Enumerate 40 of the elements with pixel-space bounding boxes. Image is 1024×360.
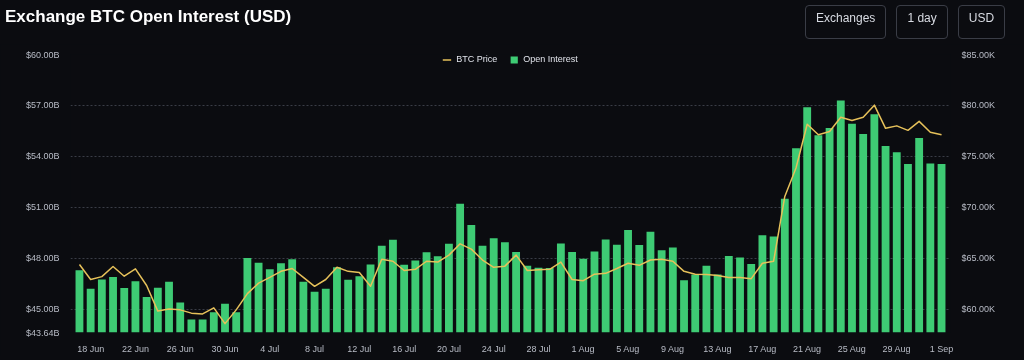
y-tick-label: $51.00B <box>25 202 60 213</box>
x-tick-label: 26 Jun <box>166 343 194 354</box>
x-tick-label: 12 Jul <box>347 343 372 354</box>
x-tick-label: 1 Sep <box>929 343 954 354</box>
x-tick-label: 9 Aug <box>661 343 685 354</box>
y-tick-label: $48.00B <box>25 253 60 264</box>
x-tick-label: 13 Aug <box>703 343 732 354</box>
x-tick-label: 30 Jun <box>211 343 239 354</box>
y2-tick-label: $60.00K <box>961 304 996 315</box>
x-tick-label: 5 Aug <box>616 343 640 354</box>
y2-tick-label: $85.00K <box>961 49 996 60</box>
x-tick-label: 8 Jul <box>305 343 325 354</box>
y2-tick-label: $75.00K <box>961 151 996 162</box>
y-tick-label: $54.00B <box>25 151 60 162</box>
y2-tick-label: $80.00K <box>961 100 996 111</box>
x-tick-label: 21 Aug <box>792 343 821 354</box>
text: USD <box>968 10 995 27</box>
y-tick-label: $45.00B <box>25 304 60 315</box>
legend-label: Open Interest <box>523 54 578 64</box>
y-tick-label: $60.00B <box>25 49 60 60</box>
y2-tick-label: $65.00K <box>961 253 996 264</box>
y-tick-label: $43.64B <box>25 327 60 338</box>
text: 1 day <box>907 10 937 27</box>
x-tick-label: 25 Aug <box>837 343 866 354</box>
x-tick-label: 17 Aug <box>748 343 777 354</box>
x-tick-label: 16 Jul <box>392 343 417 354</box>
line-series <box>78 104 943 325</box>
x-tick-label: 28 Jul <box>526 343 551 354</box>
x-tick-label: 1 Aug <box>571 343 595 354</box>
legend-label: BTC Price <box>456 54 498 64</box>
text: Exchanges <box>816 10 876 27</box>
x-tick-label: 18 Jun <box>77 343 105 354</box>
x-tick-label: 20 Jul <box>436 343 461 354</box>
x-tick-label: 4 Jul <box>260 343 280 354</box>
chart-title: Exchange BTC Open Interest (USD) <box>5 6 292 28</box>
x-tick-label: 22 Jun <box>121 343 149 354</box>
y-tick-label: $57.00B <box>25 100 60 111</box>
x-tick-label: 29 Aug <box>882 343 911 354</box>
x-tick-label: 24 Jul <box>481 343 506 354</box>
y2-tick-label: $70.00K <box>961 202 996 213</box>
